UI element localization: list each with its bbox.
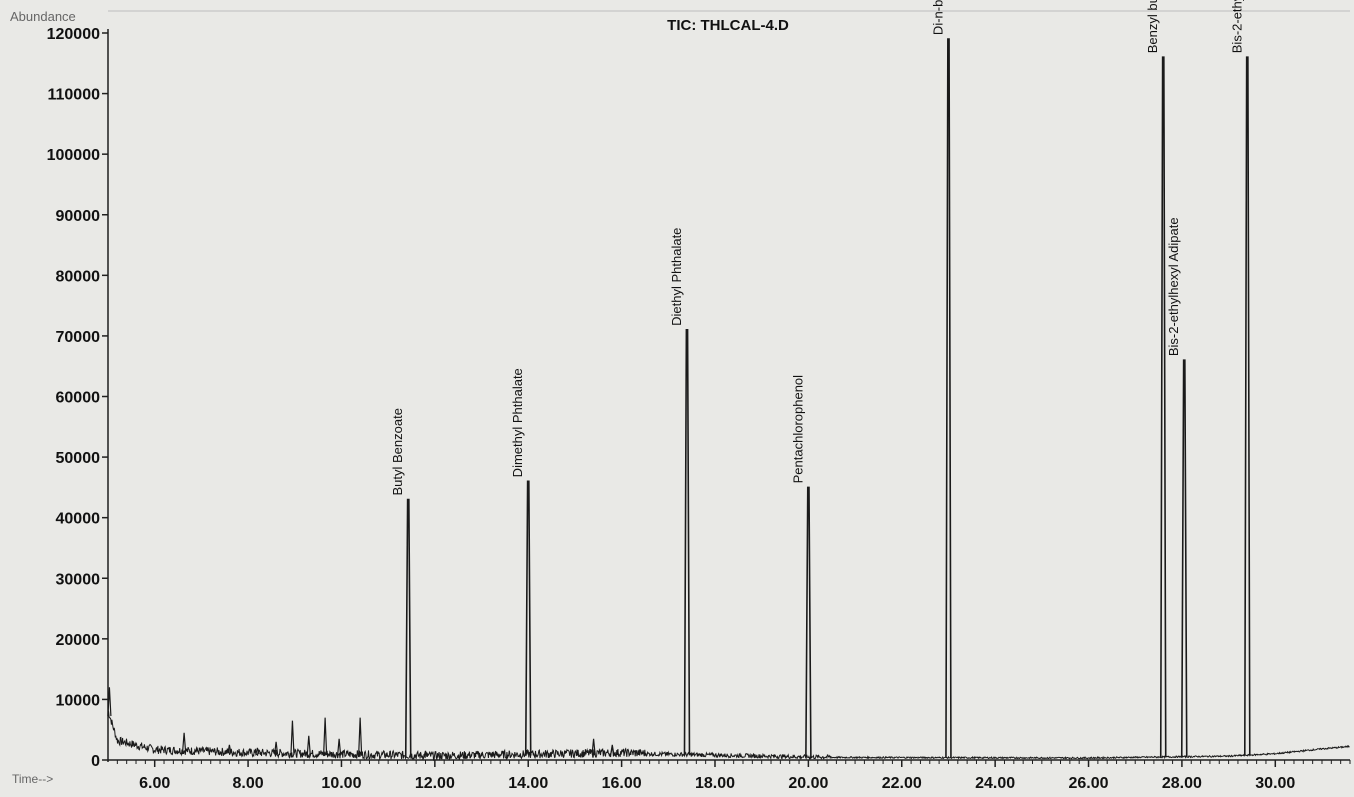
noise-spike: [290, 720, 295, 755]
x-tick-label: 18.00: [695, 775, 735, 792]
x-tick-label: 14.00: [508, 775, 548, 792]
peak-label: Bis-2-ethylhexyl Phthalate: [1229, 0, 1244, 53]
x-tick-label: 8.00: [233, 775, 264, 792]
x-tick-label: 28.00: [1162, 775, 1202, 792]
peak-line: [945, 38, 952, 758]
noise-spike: [337, 738, 342, 756]
peak-label: Pentachlorophenol: [790, 375, 805, 484]
peak-label: Bis-2-ethylhexyl Adipate: [1166, 217, 1181, 356]
axis-ticks: 0 10000 20000 30000 40000 50000 60000 70000 8000…: [47, 26, 1351, 792]
x-tick-label: 6.00: [139, 775, 170, 792]
y-tick-label: 10000: [56, 692, 101, 709]
x-tick-label: 10.00: [321, 775, 361, 792]
peak-labels: Butyl Benzoate Dimethyl Phthalate Diethyl …: [390, 0, 1244, 495]
peak-line: [404, 498, 412, 757]
chromatogram-trace: [107, 38, 1350, 762]
noise-spike: [306, 735, 311, 755]
axes: [107, 10, 1350, 762]
peak-label: Di-n-butyl Phthalate: [930, 0, 945, 35]
y-axis-label: Abundance: [10, 9, 76, 24]
x-tick-label: 24.00: [975, 775, 1015, 792]
x-tick-label: 16.00: [602, 775, 642, 792]
x-tick-label: 30.00: [1255, 775, 1295, 792]
peak-line: [524, 480, 532, 756]
noise-spike: [323, 717, 328, 756]
noise-spike: [273, 741, 279, 755]
peak-line: [1180, 359, 1188, 757]
peak-line: [1159, 56, 1167, 758]
y-tick-label: 120000: [47, 26, 100, 43]
peak-label: Dimethyl Phthalate: [510, 368, 525, 477]
x-tick-label: 12.00: [415, 775, 455, 792]
y-tick-label: 20000: [56, 632, 101, 649]
y-tick-label: 80000: [56, 268, 101, 285]
peak-label: Butyl Benzoate: [390, 408, 405, 495]
chart-title: TIC: THLCAL-4.D: [667, 17, 789, 34]
noise-spike: [182, 732, 187, 752]
noise-spike: [107, 687, 112, 717]
y-tick-label: 50000: [56, 450, 101, 467]
noise-spike: [227, 744, 232, 754]
peak-line: [683, 329, 691, 756]
y-tick-label: 100000: [47, 147, 100, 164]
y-tick-label: 30000: [56, 571, 101, 588]
y-tick-label: 90000: [56, 208, 101, 225]
peak-label: Diethyl Phthalate: [669, 228, 684, 326]
x-tick-label: 20.00: [788, 775, 828, 792]
y-tick-label: 0: [91, 753, 100, 770]
noise-spike: [591, 738, 596, 755]
x-tick-label: 22.00: [882, 775, 922, 792]
baseline-trace: [107, 710, 1350, 762]
peak-line: [805, 486, 812, 758]
y-tick-label: 40000: [56, 511, 101, 528]
y-tick-label: 70000: [56, 329, 101, 346]
noise-spike: [194, 746, 199, 753]
y-tick-label: 110000: [47, 87, 100, 104]
noise-spike: [255, 747, 260, 755]
noise-spike: [358, 717, 363, 756]
x-tick-label: 26.00: [1069, 775, 1109, 792]
peak-line: [1243, 56, 1251, 756]
peak-label: Benzyl butyl Phthalate: [1145, 0, 1160, 53]
noise-spike: [423, 750, 428, 757]
y-tick-label: 60000: [56, 390, 101, 407]
noise-spike: [610, 744, 615, 755]
x-axis-label: Time-->: [12, 772, 53, 786]
